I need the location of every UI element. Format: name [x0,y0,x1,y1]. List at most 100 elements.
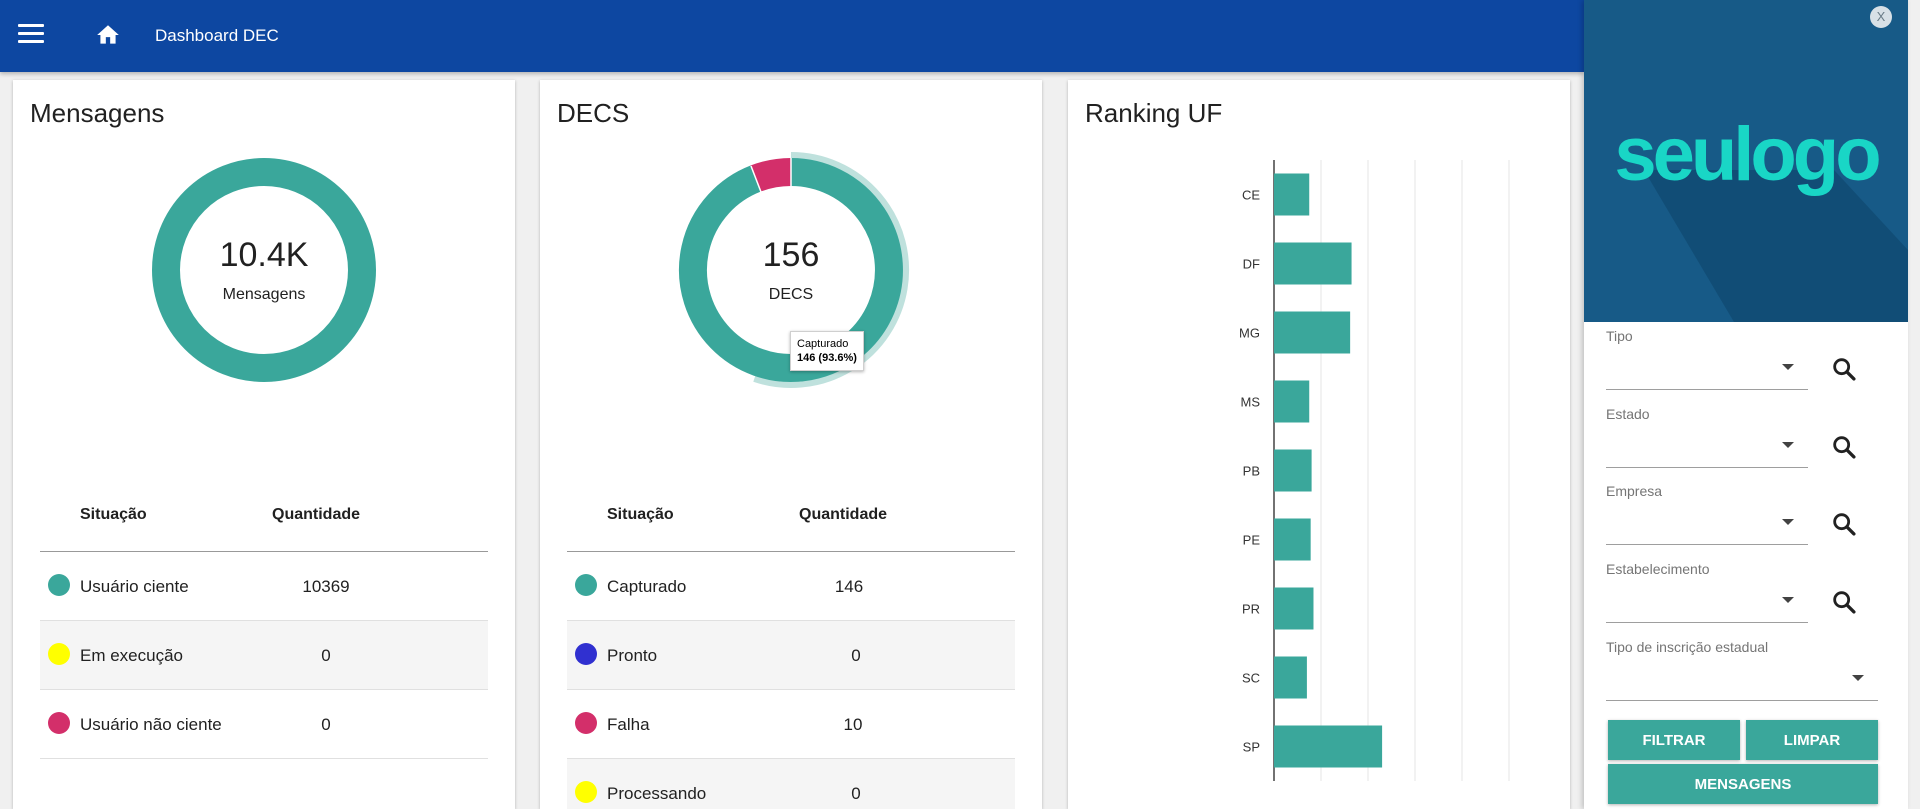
tick-label-mg: MG [1239,326,1260,341]
ranking-title: Ranking UF [1085,98,1223,128]
tipo-select[interactable]: Tipo [1606,324,1808,390]
legend-dot [575,574,597,596]
row-label: Usuário não ciente [80,715,222,734]
empresa-select[interactable]: Empresa [1606,479,1808,545]
bar-sp[interactable] [1274,725,1383,768]
row-label: Pronto [607,646,658,665]
table-row: Processando 0 [567,759,1015,809]
row-value: 0 [851,784,861,803]
row-label: Usuário ciente [80,577,189,596]
chevron-down-icon [1782,442,1794,448]
table-row: Usuário ciente 10369 [40,552,488,621]
logo-text: seulogo [1614,112,1879,197]
tick-label-df: DF [1243,257,1260,272]
search-icon[interactable] [1830,433,1858,461]
estabelecimento-select[interactable]: Estabelecimento [1606,557,1808,623]
limpar-button[interactable]: LIMPAR [1746,720,1878,760]
logo-image: seulogo [1614,112,1908,322]
decs-table-header: Situação Quantidade [567,476,1015,552]
row-label: Em execução [80,646,183,665]
table-row: Falha 10 [567,690,1015,759]
legend-dot [48,643,70,665]
tick-label-ms: MS [1241,395,1261,410]
mensagens-title: Mensagens [30,98,165,128]
legend-dot [48,574,70,596]
tick-label-pe: PE [1243,533,1261,548]
tooltip-title: Capturado [797,338,849,350]
bar-pb[interactable] [1274,449,1312,492]
col-situacao: Situação [607,506,674,523]
chevron-down-icon [1782,519,1794,525]
search-icon[interactable] [1830,355,1858,383]
estabelecimento-label: Estabelecimento [1606,561,1710,577]
home-icon[interactable] [94,22,122,48]
decs-title: DECS [557,98,630,128]
table-row: Usuário não ciente 0 [40,690,488,759]
row-value: 146 [834,577,864,596]
tooltip-value: 146 (93.6%) [797,352,857,364]
row-value: 10 [843,715,863,734]
mensagens-total-value: 10.4K [219,236,309,274]
row-value: 10369 [302,577,350,596]
legend-dot [575,712,597,734]
logo-area: seulogo X [1584,0,1908,322]
decs-slice-falha[interactable] [750,157,792,192]
top-app-bar: Dashboard DEC [0,0,1584,72]
estado-label: Estado [1606,406,1650,422]
tipo-inscricao-label: Tipo de inscrição estadual [1606,639,1769,655]
mensagens-table: Situação Quantidade Usuário ciente 10369… [40,476,488,759]
legend-dot [575,781,597,803]
filtrar-button[interactable]: FILTRAR [1608,720,1740,760]
search-icon[interactable] [1830,588,1858,616]
page-title: Dashboard DEC [155,26,279,45]
col-situacao: Situação [80,506,147,523]
chevron-down-icon [1782,364,1794,370]
chart-tooltip: Capturado 146 (93.6%) [790,331,864,371]
row-label: Falha [607,715,650,734]
bar-df[interactable] [1274,242,1352,285]
tick-label-pr: PR [1242,602,1260,617]
bar-pr[interactable] [1274,587,1314,630]
bar-mg[interactable] [1274,311,1351,354]
ranking-bar-chart: CE DF MG MS PB PE PR SC SP [1239,160,1510,781]
mensagens-table-header: Situação Quantidade [40,476,488,552]
chevron-down-icon [1852,675,1864,681]
search-icon[interactable] [1830,510,1858,538]
mensagens-total-label: Mensagens [222,286,306,303]
legend-dot [575,643,597,665]
legend-dot [48,712,70,734]
bar-pe[interactable] [1274,518,1311,561]
tick-label-sc: SC [1242,671,1260,686]
tipo-inscricao-select[interactable]: Tipo de inscrição estadual [1606,635,1878,701]
mensagens-card: Mensagens 10.4K Mensagens Situação Quant… [13,80,515,809]
estado-select[interactable]: Estado [1606,402,1808,468]
row-value: 0 [321,646,331,665]
col-quantidade: Quantidade [799,506,888,523]
close-panel-button[interactable]: X [1870,6,1892,28]
mensagens-button[interactable]: MENSAGENS [1608,764,1878,804]
chevron-down-icon [1782,597,1794,603]
table-row: Pronto 0 [567,621,1015,690]
row-value: 0 [321,715,331,734]
decs-total-label: DECS [768,286,814,303]
tick-label-ce: CE [1242,188,1260,203]
tipo-label: Tipo [1606,328,1633,344]
decs-total-value: 156 [762,236,820,274]
mensagens-donut-ring[interactable] [152,158,376,382]
bar-ms[interactable] [1274,380,1310,423]
tick-label-pb: PB [1243,464,1260,479]
row-value: 0 [851,646,861,665]
row-label: Processando [607,784,707,803]
table-row: Em execução 0 [40,621,488,690]
mensagens-donut: 10.4K Mensagens [144,150,384,390]
menu-icon[interactable] [18,24,44,46]
col-quantidade: Quantidade [272,506,361,523]
bar-sc[interactable] [1274,656,1307,699]
decs-table: Situação Quantidade Capturado 146 Pronto… [567,476,1015,809]
ranking-card: Ranking UF CE DF MG MS PB PE PR SC SP [1068,80,1570,809]
filter-panel: seulogo X Tipo Estado Empresa [1584,0,1908,809]
empresa-label: Empresa [1606,483,1663,499]
bar-ce[interactable] [1274,173,1310,216]
decs-card: DECS 156 DECS Capturado 146 (93.6%) Situ… [540,80,1042,809]
